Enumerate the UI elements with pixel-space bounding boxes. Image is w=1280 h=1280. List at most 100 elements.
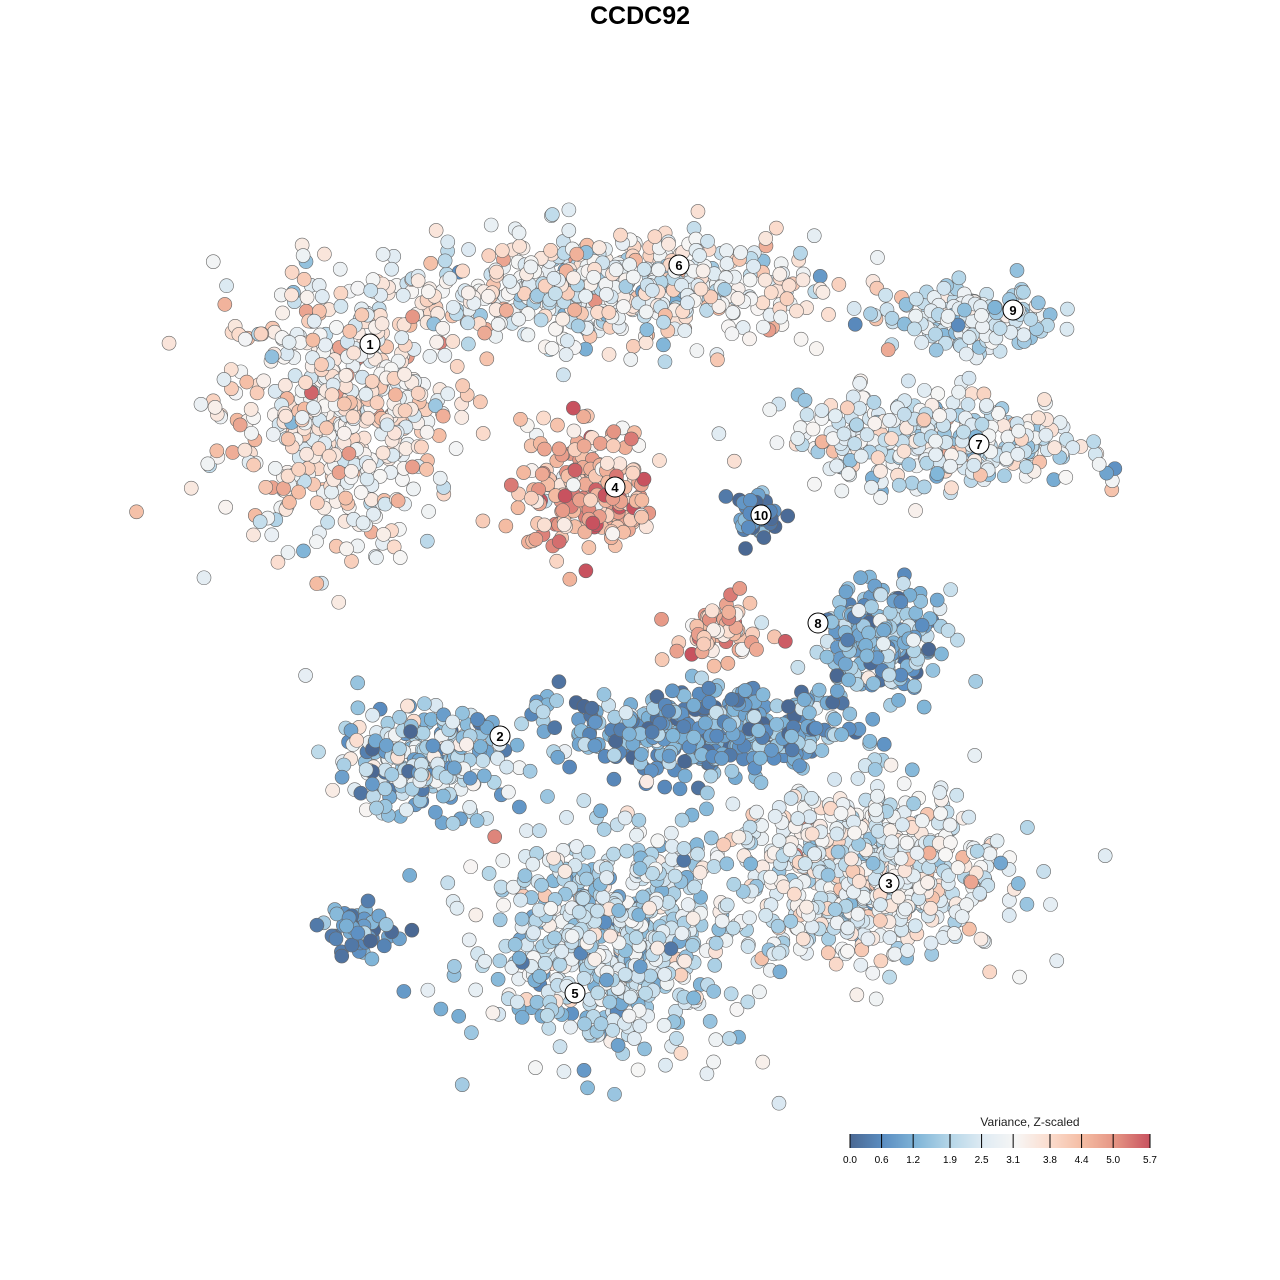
data-point [454,410,470,425]
data-point [359,471,375,487]
data-point [860,931,876,947]
cluster-label: 9 [1002,299,1024,321]
data-point [833,806,849,821]
data-point [490,317,506,332]
data-point [753,775,769,790]
data-point [225,445,241,460]
data-point [442,271,458,286]
data-point [278,408,294,424]
data-point [797,856,813,871]
data-point [636,471,652,487]
data-point [1019,896,1035,912]
cluster-label: 5 [564,982,586,1004]
data-point [719,256,735,271]
data-point [658,1057,673,1073]
data-point [544,341,560,356]
data-point [638,985,653,1001]
data-point [782,842,798,858]
data-point [864,480,879,495]
data-point [961,370,977,386]
data-point [973,931,989,947]
data-point [906,796,921,811]
data-point [267,461,283,476]
data-point [402,868,417,883]
data-point [550,749,566,765]
data-point [599,455,615,471]
data-point [787,886,802,902]
data-point [461,336,476,352]
data-point [360,893,376,909]
data-point [455,263,470,279]
data-point [495,853,511,868]
data-point [657,967,673,982]
data-point [207,400,223,415]
data-point [767,809,783,824]
data-point [479,351,495,367]
data-point [585,515,601,531]
data-point [1058,469,1074,485]
data-point [547,930,562,946]
data-point [364,374,380,389]
data-point [778,633,793,649]
data-point [325,782,340,798]
cluster-label-text: 1 [366,337,373,352]
data-point [933,806,948,821]
data-point [219,278,234,294]
data-point [1059,321,1075,337]
data-point [740,994,756,1010]
data-point [284,265,300,280]
data-point [499,759,515,775]
data-point [929,592,945,608]
data-point [517,868,533,883]
data-point [864,599,879,615]
data-point [470,712,485,727]
data-point [353,485,369,500]
data-point [551,534,567,549]
data-point [557,864,573,879]
data-point [576,409,591,424]
data-point [743,493,758,508]
data-point [570,318,586,334]
data-point [384,261,399,277]
cluster-label-text: 10 [754,508,768,523]
data-point [884,834,900,850]
data-point [851,874,867,889]
data-point [546,271,562,286]
data-point [814,403,830,418]
data-point [314,357,329,372]
data-point [566,423,582,439]
data-point [510,994,525,1010]
data-point [397,367,412,382]
data-point [642,900,657,916]
data-point [295,248,311,263]
data-point [599,287,614,302]
data-point [987,300,1003,315]
data-point [677,953,693,969]
data-point [841,466,856,481]
data-point [460,315,476,331]
data-point [632,959,648,974]
data-point [320,514,335,530]
data-point [783,791,799,806]
data-point [561,223,577,238]
data-point [364,951,380,967]
data-point [989,833,1005,849]
data-point [882,930,898,945]
data-point [951,384,966,400]
data-point [360,410,376,426]
data-point [673,967,689,983]
cluster-label: 4 [604,476,626,498]
data-point [580,1080,595,1096]
data-point [462,800,477,815]
data-point [558,347,574,362]
data-point [1036,864,1051,879]
data-point [314,289,330,304]
data-point [802,705,817,721]
data-point [516,465,531,480]
data-point [880,342,896,358]
data-point [664,838,680,854]
colorbar-tick-label: 5.7 [1143,1155,1157,1166]
data-point [951,270,967,286]
data-point [324,387,340,403]
data-point [804,790,819,806]
